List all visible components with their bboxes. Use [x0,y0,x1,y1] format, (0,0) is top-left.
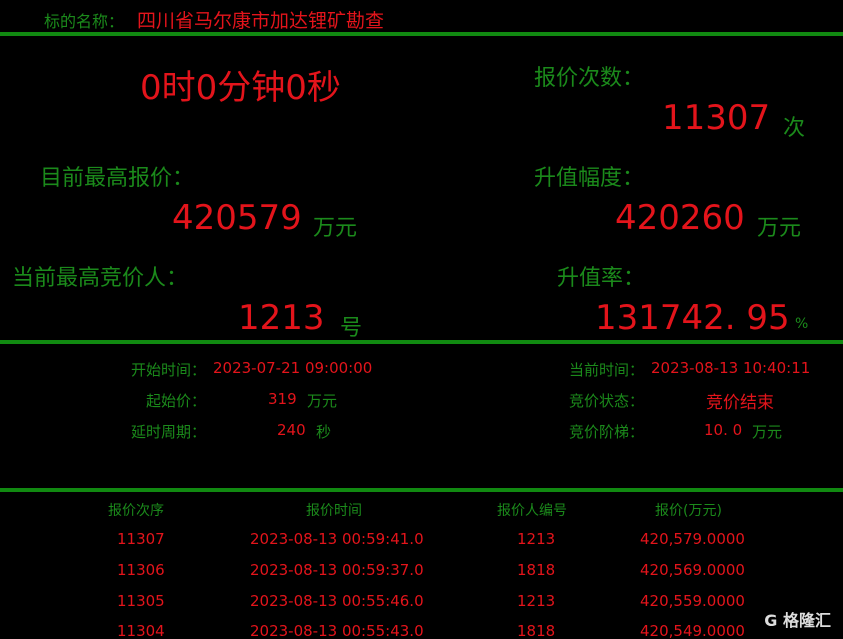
divider [0,340,843,344]
start-time-label: 开始时间： [131,361,207,379]
watermark-logo: G 格隆汇 [764,611,831,630]
increase-rate-value: 131742. 95 [595,298,790,338]
delay-label: 延时周期： [131,423,207,441]
cell-bidder: 1818 [517,561,556,579]
highest-bid-value: 420579 [172,198,302,238]
column-header: 报价人编号 [497,503,567,519]
cell-time: 2023-08-13 00:59:41.0 [250,530,424,548]
cell-price: 420,559.0000 [640,592,745,610]
target-label: 标的名称： [44,12,125,31]
cell-time: 2023-08-13 00:59:37.0 [250,561,424,579]
bid-count-value: 11307 [662,98,771,138]
increase-rate-label: 升值率： [557,266,646,291]
step-unit: 万元 [752,423,783,441]
cell-price: 420,569.0000 [640,561,745,579]
cell-seq: 11305 [117,592,165,610]
highest-bidder-unit: 号 [340,316,363,341]
increase-value: 420260 [615,198,745,238]
highest-bidder-label: 当前最高竞价人： [12,266,189,291]
cell-time: 2023-08-13 00:55:46.0 [250,592,424,610]
step-value: 10. 0 [704,421,743,439]
start-time-value: 2023-07-21 09:00:00 [213,359,373,377]
bid-count-unit: 次 [783,116,806,141]
highest-bid-label: 目前最高报价： [40,166,195,191]
bid-count-label: 报价次数： [534,66,645,91]
current-time-label: 当前时间： [569,361,645,379]
cell-bidder: 1213 [517,530,556,548]
step-label: 竞价阶梯： [569,423,645,441]
column-header: 报价次序 [108,503,164,519]
cell-seq: 11306 [117,561,165,579]
column-header: 报价(万元) [655,503,722,519]
cell-seq: 11307 [117,530,165,548]
cell-bidder: 1818 [517,622,556,639]
increase-label: 升值幅度： [534,166,645,191]
highest-bid-unit: 万元 [313,216,358,241]
start-price-value: 319 [268,390,297,408]
highest-bidder-value: 1213 [238,298,325,338]
divider [0,32,843,36]
increase-rate-unit: % [795,316,809,332]
column-header: 报价时间 [306,503,362,519]
target-name: 四川省马尔康市加达锂矿勘查 [137,10,385,32]
start-price-unit: 万元 [307,392,338,410]
start-price-label: 起始价： [146,392,207,410]
cell-seq: 11304 [117,622,165,639]
cell-bidder: 1213 [517,592,556,610]
cell-price: 420,549.0000 [640,622,745,639]
cell-time: 2023-08-13 00:55:43.0 [250,622,424,639]
increase-unit: 万元 [757,216,802,241]
status-value: 竞价结束 [706,393,774,413]
status-label: 竞价状态： [569,392,645,410]
delay-unit: 秒 [316,423,332,441]
delay-value: 240 [277,421,306,439]
divider [0,488,843,492]
current-time-value: 2023-08-13 10:40:11 [651,359,811,377]
countdown: 0时0分钟0秒 [140,68,341,108]
cell-price: 420,579.0000 [640,530,745,548]
